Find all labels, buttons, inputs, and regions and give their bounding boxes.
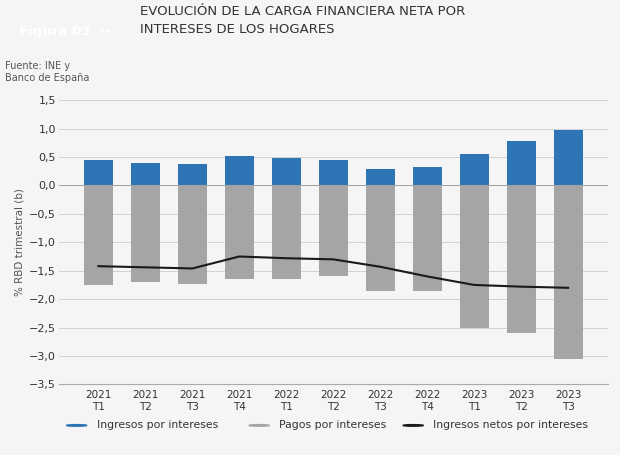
Bar (366, 169, 395, 186)
Bar (507, 141, 536, 186)
Text: Ingresos netos por intereses: Ingresos netos por intereses (433, 420, 588, 430)
Bar (272, 158, 301, 186)
Circle shape (403, 425, 423, 426)
Bar (507, 186, 536, 333)
Text: Figura 03  →: Figura 03 → (19, 25, 112, 38)
Bar (459, 186, 489, 328)
Text: Pagos por intereses: Pagos por intereses (279, 420, 386, 430)
Bar (272, 186, 301, 279)
Bar (413, 167, 442, 186)
Bar (84, 160, 113, 186)
Circle shape (66, 425, 87, 426)
Bar (224, 186, 254, 279)
Bar (554, 130, 583, 186)
Y-axis label: % RBD trimestral (b): % RBD trimestral (b) (15, 188, 25, 296)
Bar (131, 186, 160, 282)
Bar (84, 186, 113, 285)
Circle shape (249, 425, 270, 426)
Bar (459, 154, 489, 186)
Text: Fuente: INE y
Banco de España: Fuente: INE y Banco de España (5, 61, 89, 83)
Bar (319, 186, 348, 276)
Bar (413, 186, 442, 291)
Text: Ingresos por intereses: Ingresos por intereses (97, 420, 218, 430)
Bar (131, 162, 160, 186)
Bar (178, 164, 207, 186)
Bar (178, 186, 207, 284)
Bar (319, 160, 348, 186)
Bar (366, 186, 395, 291)
Text: EVOLUCIÓN DE LA CARGA FINANCIERA NETA POR
INTERESES DE LOS HOGARES: EVOLUCIÓN DE LA CARGA FINANCIERA NETA PO… (140, 5, 465, 35)
Bar (224, 156, 254, 186)
Bar (554, 186, 583, 359)
